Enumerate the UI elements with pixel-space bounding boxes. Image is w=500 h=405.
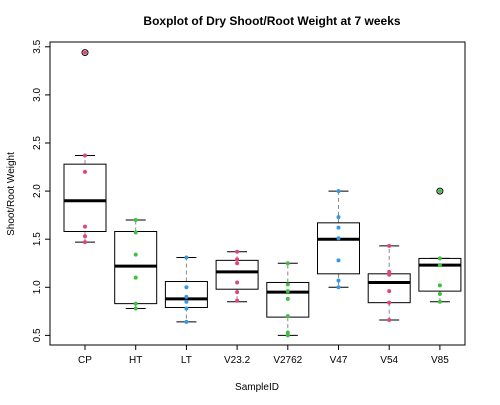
data-point: [133, 252, 138, 257]
x-tick-label: V23.2: [224, 355, 251, 366]
data-point: [437, 299, 442, 304]
plot-frame: [49, 41, 466, 346]
data-point: [387, 272, 392, 277]
outlier-point: [81, 49, 89, 57]
data-point: [387, 289, 392, 294]
data-point: [336, 215, 341, 220]
y-tick-label: 0.5: [32, 328, 43, 342]
data-point: [336, 225, 341, 230]
data-point: [184, 306, 189, 311]
data-point: [184, 319, 189, 324]
data-point: [387, 317, 392, 322]
x-tick-label: LT: [181, 355, 192, 366]
y-tick-label: 3.0: [32, 88, 43, 102]
data-point: [133, 301, 138, 306]
data-point: [184, 285, 189, 290]
box: [317, 222, 360, 275]
points-layer: [83, 50, 442, 338]
boxes-layer: [63, 49, 462, 336]
data-point: [285, 330, 290, 335]
data-point: [235, 257, 240, 262]
box-group: [164, 256, 208, 323]
data-point: [437, 292, 442, 297]
data-point: [387, 243, 392, 248]
data-point: [336, 258, 341, 263]
data-point: [83, 153, 87, 158]
data-point: [437, 189, 442, 194]
data-point: [184, 294, 189, 299]
y-tick-label: 1.0: [32, 280, 43, 294]
x-axis: CP HT LT V23.2 V2762 V47 V54 V85: [78, 344, 449, 366]
data-point: [285, 282, 290, 287]
x-tick-label: V47: [330, 355, 348, 366]
data-point: [285, 261, 290, 266]
data-point: [437, 256, 442, 261]
data-point: [336, 189, 341, 194]
data-point: [336, 285, 341, 290]
data-point: [133, 217, 138, 222]
data-point: [133, 275, 138, 280]
data-point: [336, 278, 341, 283]
x-tick-label: CP: [78, 355, 92, 366]
box-group: [63, 49, 107, 243]
data-point: [235, 298, 240, 303]
data-point: [387, 300, 392, 305]
data-point: [235, 249, 240, 254]
y-axis-label: Shoot/Root Weight: [6, 152, 17, 236]
chart-title: Boxplot of Dry Shoot/Root Weight at 7 we…: [143, 14, 400, 28]
y-tick-label: 2.0: [32, 184, 43, 198]
outlier-point: [436, 187, 444, 195]
data-point: [133, 306, 138, 311]
data-point: [83, 224, 87, 229]
data-point: [83, 234, 87, 239]
y-tick-label: 2.5: [32, 136, 43, 150]
data-point: [83, 50, 87, 55]
x-tick-label: V54: [380, 355, 398, 366]
data-point: [285, 314, 290, 319]
data-point: [336, 236, 341, 241]
x-tick-label: V85: [431, 355, 449, 366]
data-point: [437, 263, 442, 268]
data-point: [285, 289, 290, 294]
data-point: [235, 290, 240, 295]
box-group: [367, 245, 411, 321]
data-point: [133, 230, 138, 235]
data-point: [285, 333, 290, 338]
box: [63, 163, 107, 232]
data-point: [83, 240, 87, 245]
box: [367, 273, 411, 304]
data-point: [83, 169, 87, 174]
data-point: [184, 255, 189, 260]
y-tick-label: 3.5: [32, 39, 43, 53]
y-tick-label: 1.5: [32, 232, 43, 246]
data-point: [437, 283, 442, 288]
data-point: [235, 261, 240, 266]
x-axis-label: SampleID: [235, 382, 279, 393]
x-tick-label: V2762: [273, 355, 302, 366]
x-tick-label: HT: [129, 355, 142, 366]
data-point: [184, 299, 189, 304]
y-axis: 0.5 1.0 1.5 2.0 2.5 3.0 3.5: [32, 39, 51, 342]
data-point: [285, 296, 290, 301]
data-point: [235, 280, 240, 285]
data-point: [387, 269, 392, 274]
